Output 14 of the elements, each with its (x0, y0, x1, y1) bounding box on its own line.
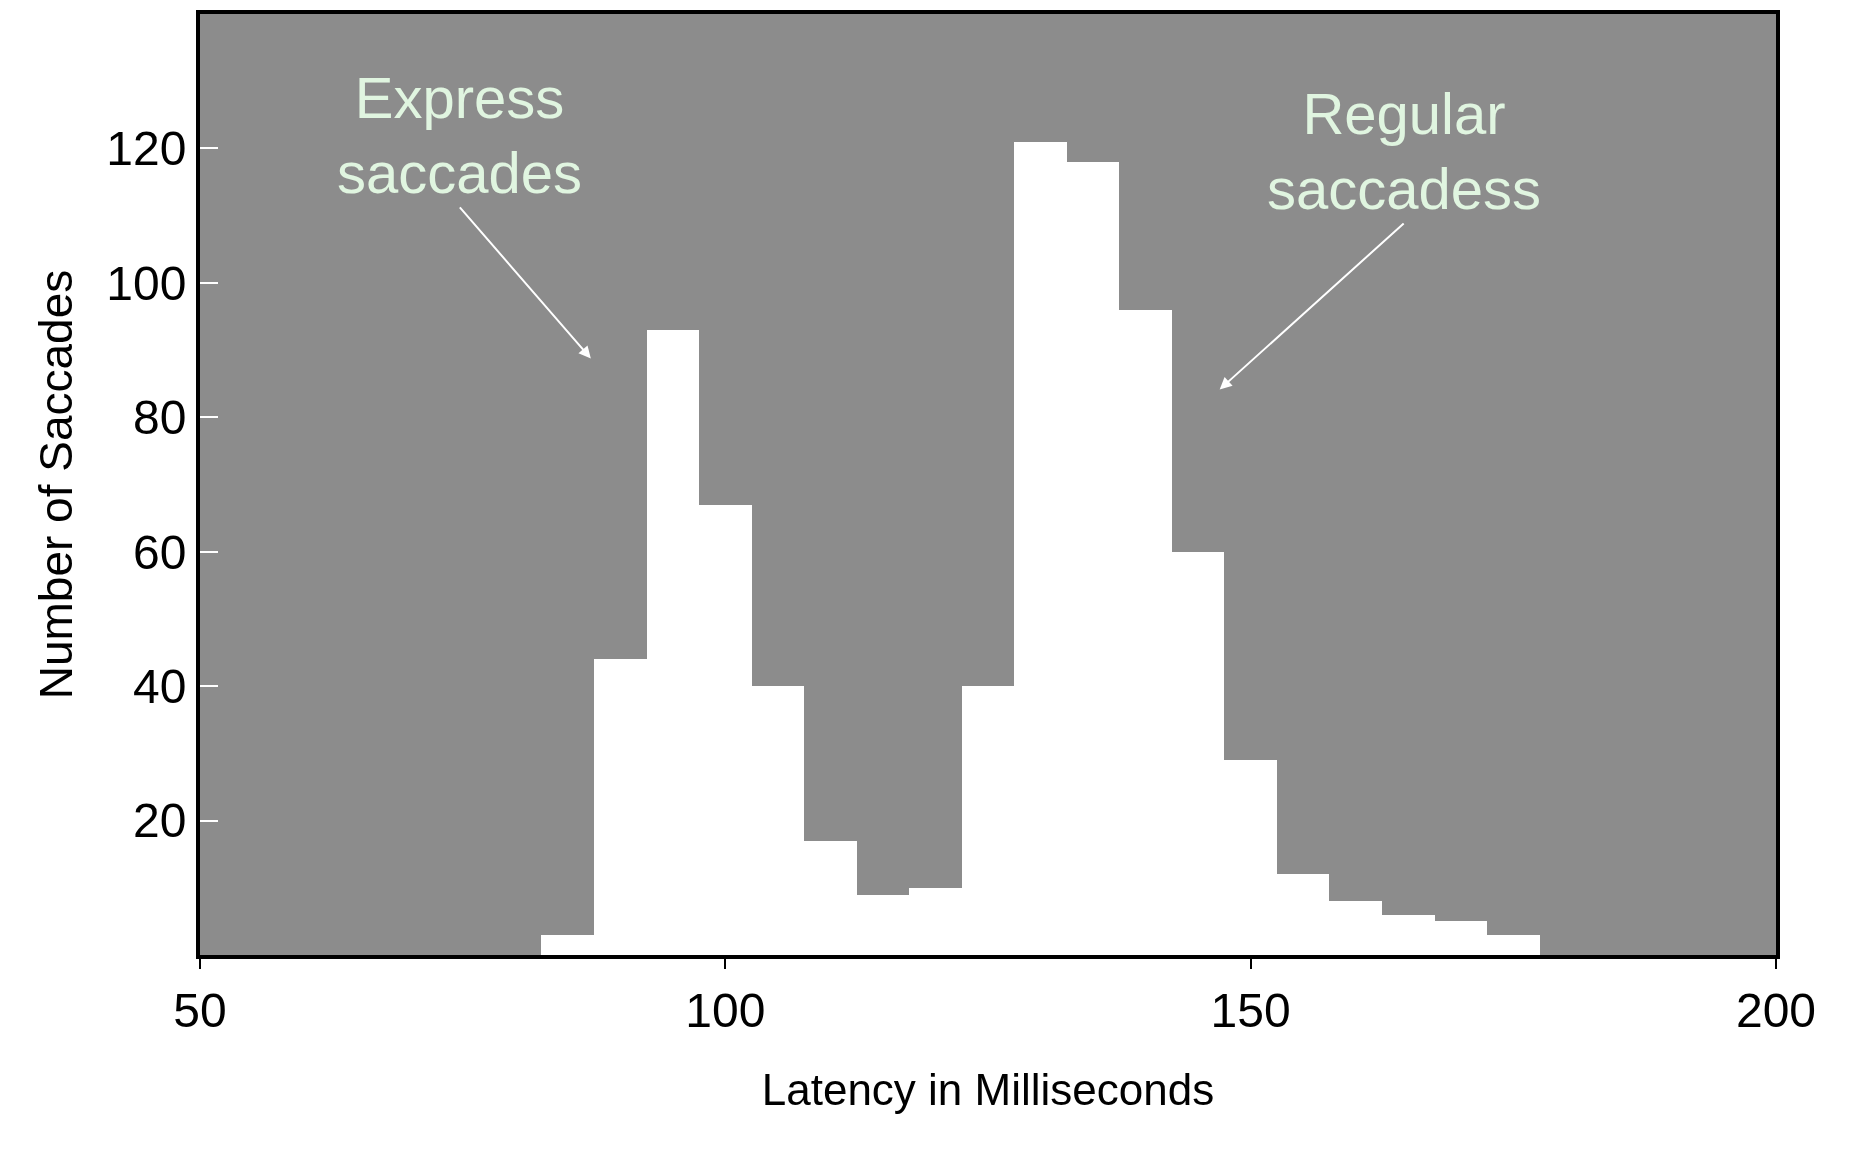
x-tick-label: 100 (685, 983, 766, 1037)
x-tick-label: 150 (1210, 983, 1291, 1037)
annotation: Regular saccadess (1267, 81, 1542, 222)
y-tick-label: 20 (133, 794, 187, 848)
x-tick-label: 50 (173, 983, 227, 1037)
y-tick-label: 100 (106, 256, 187, 310)
x-axis-title: Latency in Milliseconds (761, 1065, 1215, 1115)
x-tick-label: 200 (1735, 983, 1817, 1037)
annotation: Express saccades (337, 65, 583, 206)
y-axis-title: Number of Saccades (30, 269, 83, 700)
y-tick-label: 60 (133, 525, 187, 579)
y-tick-label: 80 (133, 391, 187, 445)
y-tick-label: 40 (133, 659, 187, 713)
y-tick-label: 120 (106, 122, 187, 176)
